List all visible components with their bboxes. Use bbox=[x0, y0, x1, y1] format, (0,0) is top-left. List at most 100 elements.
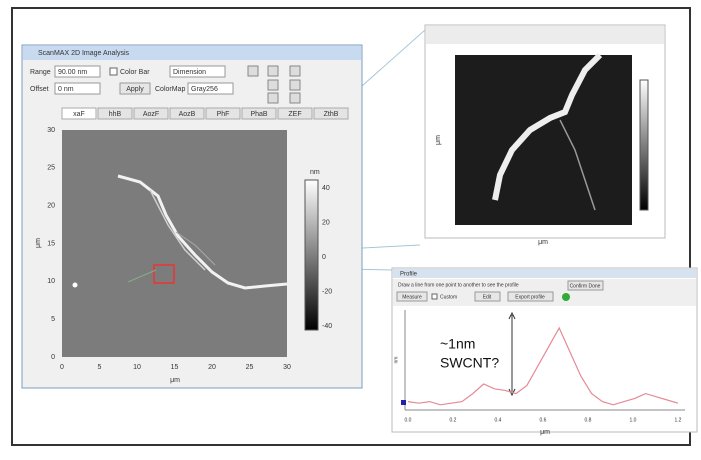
x-tick-label: 5 bbox=[98, 364, 102, 371]
colorbar-tick-label: -20 bbox=[322, 288, 332, 295]
window-title: Profile bbox=[400, 272, 418, 278]
tab-label: ZEF bbox=[288, 111, 301, 118]
y-tick-label: 5 bbox=[51, 316, 55, 323]
tab-label: hhB bbox=[109, 111, 122, 118]
tab-label: AozB bbox=[179, 111, 196, 118]
title-bar bbox=[23, 46, 361, 60]
header-bar bbox=[426, 26, 664, 44]
zoom-window: μm μm bbox=[424, 24, 666, 246]
y-axis-label: μm bbox=[35, 238, 42, 248]
input[interactable] bbox=[54, 82, 101, 95]
x-tick-label: 0.6 bbox=[540, 417, 547, 423]
x-axis-label: μm bbox=[538, 239, 548, 246]
x-tick-label: 1.0 bbox=[630, 417, 637, 423]
button[interactable] bbox=[474, 291, 501, 302]
icon-button[interactable] bbox=[247, 65, 259, 77]
afm-image bbox=[455, 55, 632, 225]
tab-label: xaF bbox=[73, 111, 85, 118]
profile-window: Profile Draw a line from one point to an… bbox=[391, 267, 698, 436]
tab[interactable] bbox=[97, 107, 133, 120]
button-label: Edit bbox=[483, 294, 492, 300]
x-axis-label: μm bbox=[540, 429, 550, 436]
button-label: Apply bbox=[126, 86, 144, 93]
nanotube bbox=[175, 231, 216, 266]
annotation: ~1nm bbox=[440, 336, 475, 352]
dropdown-value: Dimension bbox=[173, 69, 206, 76]
checkbox[interactable] bbox=[431, 293, 438, 300]
x-tick-label: 0 bbox=[60, 364, 64, 371]
title-bar bbox=[393, 269, 696, 278]
y-axis-label: μm bbox=[435, 135, 442, 145]
tab[interactable] bbox=[205, 107, 241, 120]
tab[interactable] bbox=[61, 107, 97, 120]
x-tick-label: 0.4 bbox=[495, 417, 502, 423]
icon-button[interactable] bbox=[289, 65, 301, 77]
x-tick-label: 30 bbox=[283, 364, 291, 371]
status-icon bbox=[562, 293, 570, 301]
annotation: SWCNT? bbox=[440, 355, 499, 371]
selection-box bbox=[153, 264, 175, 284]
x-tick-label: 10 bbox=[133, 364, 141, 371]
nanotube bbox=[492, 52, 603, 201]
tab[interactable] bbox=[169, 107, 205, 120]
colorbar bbox=[304, 179, 319, 331]
tab[interactable] bbox=[241, 107, 277, 120]
colorbar-tick-label: 0 bbox=[322, 254, 326, 261]
tab-label: AozF bbox=[143, 111, 159, 118]
icon-button[interactable] bbox=[267, 92, 279, 104]
label: Color Bar bbox=[120, 69, 150, 76]
label: ColorMap bbox=[155, 86, 185, 93]
profile-line bbox=[407, 326, 679, 406]
button[interactable] bbox=[567, 280, 604, 291]
cursor bbox=[401, 400, 406, 405]
tab-label: PhaB bbox=[250, 111, 267, 118]
tab[interactable] bbox=[313, 107, 349, 120]
label: Range bbox=[30, 69, 51, 76]
input-value: 0 nm bbox=[58, 86, 74, 93]
x-tick-label: 15 bbox=[171, 364, 179, 371]
button[interactable] bbox=[119, 82, 151, 95]
button[interactable] bbox=[507, 291, 554, 302]
button-label: Export profile bbox=[515, 294, 545, 300]
dropdown[interactable] bbox=[169, 65, 226, 78]
icon-button[interactable] bbox=[267, 79, 279, 91]
y-tick-label: 25 bbox=[47, 165, 55, 172]
icon-button[interactable] bbox=[289, 92, 301, 104]
button[interactable] bbox=[396, 291, 428, 302]
button-label: Confirm Done bbox=[570, 283, 601, 289]
x-tick-label: 1.2 bbox=[675, 417, 682, 423]
tab[interactable] bbox=[277, 107, 313, 120]
icon-button[interactable] bbox=[289, 79, 301, 91]
y-axis-label: nm bbox=[393, 357, 399, 364]
nanotube bbox=[117, 174, 288, 290]
dropdown-value: Gray256 bbox=[191, 86, 218, 93]
y-tick-label: 10 bbox=[47, 278, 55, 285]
x-tick-label: 0.2 bbox=[450, 417, 457, 423]
nanotube bbox=[149, 189, 206, 271]
window-title: ScanMAX 2D Image Analysis bbox=[38, 50, 130, 57]
icon-button[interactable] bbox=[267, 65, 279, 77]
x-tick-label: 0.8 bbox=[585, 417, 592, 423]
colorbar-tick-label: 40 bbox=[322, 185, 330, 192]
tab-label: ZthB bbox=[324, 111, 339, 118]
nanotube bbox=[559, 119, 596, 211]
y-tick-label: 15 bbox=[47, 240, 55, 247]
colorbar-tick-label: -40 bbox=[322, 323, 332, 330]
checkbox[interactable] bbox=[109, 67, 118, 76]
input-value: 90.00 nm bbox=[58, 69, 87, 76]
x-tick-label: 20 bbox=[208, 364, 216, 371]
colorbar-unit: nm bbox=[310, 169, 320, 176]
label: Offset bbox=[30, 86, 49, 93]
afm-image bbox=[62, 130, 287, 357]
x-tick-label: 0.0 bbox=[405, 417, 412, 423]
tab[interactable] bbox=[133, 107, 169, 120]
input[interactable] bbox=[54, 65, 101, 78]
button-label: Measure bbox=[402, 294, 422, 300]
colorbar-tick-label: 20 bbox=[322, 219, 330, 226]
particle bbox=[72, 282, 78, 288]
tab-label: PhF bbox=[217, 111, 230, 118]
colorbar bbox=[639, 79, 649, 211]
dropdown[interactable] bbox=[187, 82, 234, 95]
arrow-heads bbox=[508, 311, 516, 397]
